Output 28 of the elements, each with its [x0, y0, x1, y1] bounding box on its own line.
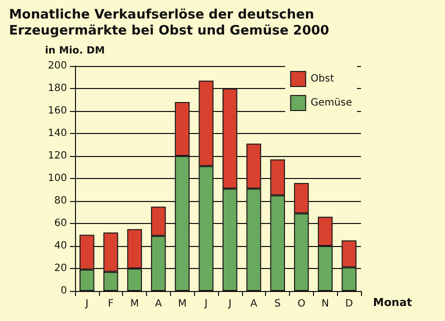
- x-tick-label: F: [108, 298, 114, 310]
- y-tick-label: 80: [54, 196, 67, 206]
- y-tick-label: 20: [54, 263, 67, 274]
- y-tick-label: 180: [48, 83, 67, 94]
- y-tick-label: 0: [60, 286, 67, 296]
- x-tick-label: J: [84, 298, 88, 310]
- chart-title: Monatliche Verkaufserlöse der deutschen Erzeugermärkte bei Obst und Gemüse 2000: [9, 8, 330, 38]
- x-tick-label: A: [250, 298, 258, 310]
- y-tick-label: 140: [48, 128, 67, 139]
- x-tick-label: S: [274, 298, 281, 310]
- x-tick-label: N: [322, 298, 329, 310]
- legend-label: Obst: [310, 74, 334, 84]
- y-tick-label: 100: [48, 173, 67, 184]
- x-tick-label: O: [297, 298, 306, 310]
- legend-label: Gemüse: [310, 98, 352, 108]
- y-tick-label: 120: [48, 150, 67, 162]
- x-tick-label: J: [204, 298, 208, 310]
- y-tick-label: 60: [54, 218, 67, 229]
- y-tick-label: 200: [48, 60, 67, 72]
- x-tick-label: M: [130, 298, 139, 310]
- x-tick-label: M: [178, 298, 187, 310]
- y-tick-label: 160: [48, 106, 67, 116]
- x-tick-label: D: [345, 298, 354, 310]
- y-tick-label: 40: [54, 240, 67, 252]
- x-axis-title: Monat: [373, 296, 412, 309]
- x-tick-label: J: [227, 298, 232, 310]
- y-axis-title: in Mio. DM: [45, 46, 105, 56]
- x-tick-label: A: [154, 298, 162, 310]
